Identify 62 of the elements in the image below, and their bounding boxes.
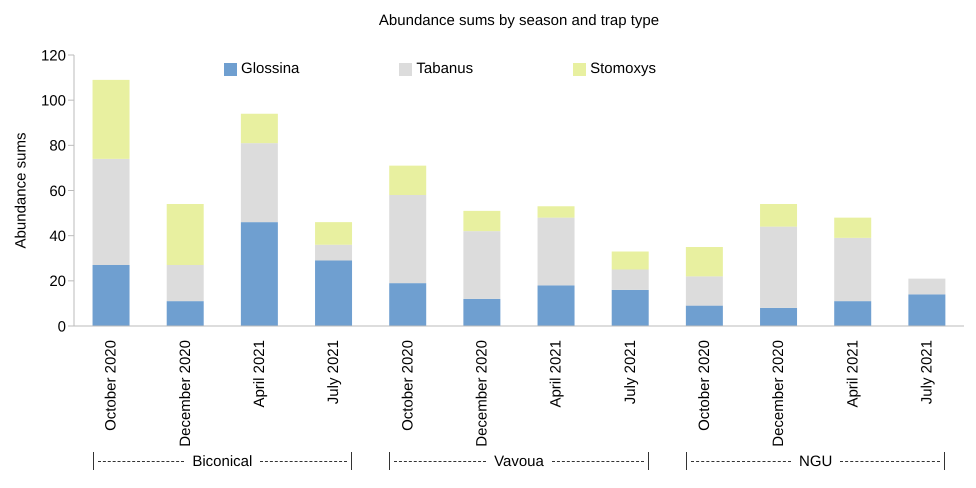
- bar: [908, 294, 946, 326]
- bar: [463, 231, 500, 299]
- bar: [166, 204, 204, 266]
- y-tick-label: 20: [49, 273, 66, 290]
- bar: [686, 306, 723, 326]
- y-tick-label: 0: [58, 318, 66, 336]
- legend-label: Glossina: [241, 60, 300, 77]
- legend-label: Stomoxys: [590, 60, 656, 77]
- x-tick-label: December 2020: [176, 340, 194, 447]
- x-tick-label: July 2021: [325, 340, 342, 404]
- bar: [834, 301, 872, 326]
- x-tick-label: December 2020: [473, 340, 490, 447]
- bar: [315, 244, 352, 261]
- x-tick-label: April 2021: [548, 340, 565, 408]
- bar: [538, 285, 575, 326]
- legend-label: Tabanus: [416, 60, 474, 77]
- bar: [834, 238, 872, 302]
- bar: [240, 222, 278, 326]
- bar: [315, 260, 352, 326]
- bar: [463, 210, 500, 232]
- x-tick-label: October 2020: [696, 340, 713, 431]
- bar: [315, 222, 352, 245]
- bar: [538, 218, 575, 286]
- bracket: NGU: [686, 452, 946, 470]
- bar: [389, 283, 426, 326]
- bar: [240, 143, 278, 222]
- bar: [92, 158, 130, 266]
- bar: [463, 298, 500, 326]
- bar: [612, 251, 649, 270]
- bar: [166, 265, 204, 302]
- x-tick-label: July 2021: [918, 340, 936, 404]
- bar: [612, 270, 649, 290]
- chart-title: Abundance sums by season and trap type: [378, 12, 660, 29]
- bar: [760, 204, 798, 227]
- bar: [92, 265, 130, 326]
- bracket: Vavoua: [389, 452, 649, 470]
- bar: [166, 301, 204, 326]
- bar: [760, 308, 798, 326]
- x-tick-label: April 2021: [844, 340, 862, 408]
- x-tick-label: April 2021: [250, 340, 268, 408]
- y-tick-label: 80: [49, 138, 66, 155]
- bar: [612, 290, 649, 326]
- bar: [686, 246, 723, 276]
- x-tick-label: October 2020: [102, 340, 120, 431]
- bar: [92, 80, 130, 159]
- x-tick-label: December 2020: [770, 340, 788, 447]
- x-tick-label: July 2021: [622, 340, 639, 404]
- y-tick-label: 60: [49, 182, 66, 200]
- y-tick-label: 100: [40, 92, 66, 110]
- y-axis-title: Abundance sums: [12, 132, 30, 248]
- bracket: Biconical: [92, 452, 352, 470]
- bar: [686, 276, 723, 306]
- y-tick-label: 120: [40, 47, 66, 64]
- bar: [834, 218, 872, 238]
- bar: [389, 195, 426, 284]
- x-tick-label: October 2020: [399, 340, 416, 431]
- bar: [240, 114, 278, 144]
- bar: [538, 206, 575, 218]
- bar: [908, 278, 946, 294]
- bar: [760, 226, 798, 308]
- bar: [389, 166, 426, 196]
- y-tick-label: 40: [49, 228, 66, 245]
